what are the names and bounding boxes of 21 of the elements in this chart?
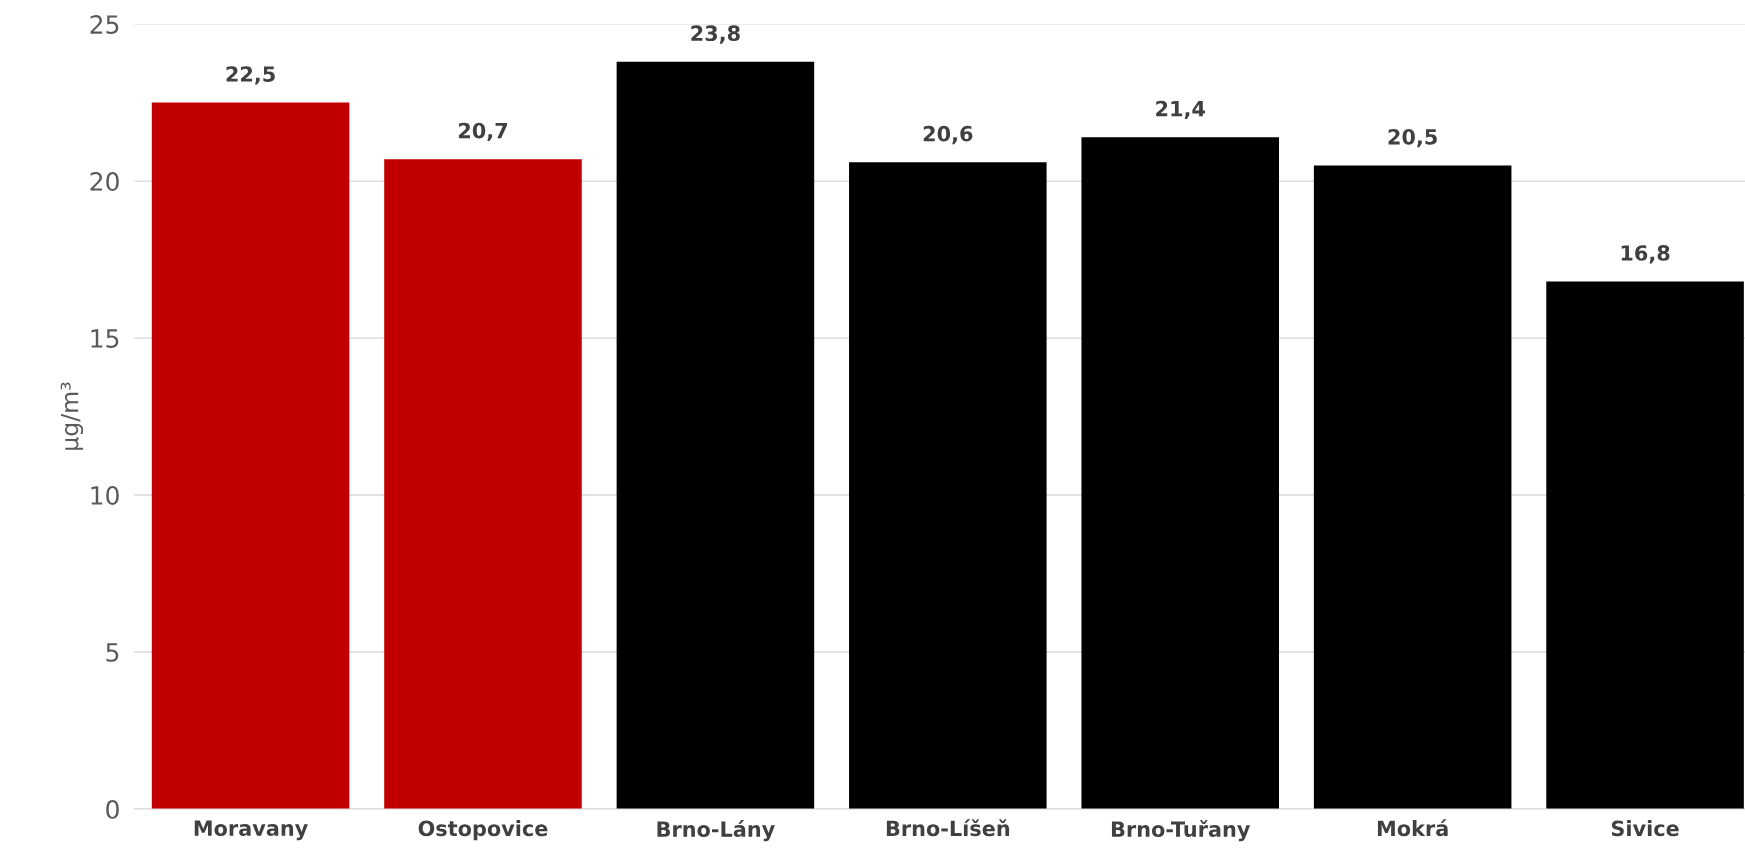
x-tick-label: Sivice bbox=[1611, 820, 1679, 837]
x-tick-label: Brno-Lány bbox=[657, 820, 775, 842]
data-label: 21,4 bbox=[1156, 100, 1205, 120]
x-tick-label: Brno-Tuřany bbox=[1111, 820, 1251, 842]
data-label: 23,8 bbox=[691, 25, 740, 44]
data-label: 20,5 bbox=[1388, 128, 1437, 148]
y-tick-label: 0 bbox=[106, 799, 119, 819]
x-tick-label: Brno-Líšeň bbox=[886, 819, 1010, 837]
y-tick-label: 5 bbox=[106, 643, 119, 662]
x-tick-label: Ostopovice bbox=[418, 820, 548, 841]
y-tick-label: 15 bbox=[91, 329, 119, 348]
data-label: 16,8 bbox=[1621, 245, 1670, 264]
x-tick-label: Mokrá bbox=[1377, 819, 1448, 837]
y-tick-label: 20 bbox=[90, 172, 119, 191]
data-label: 20,6 bbox=[923, 125, 973, 145]
x-tick-label: Moravany bbox=[194, 820, 308, 841]
y-tick-label: 10 bbox=[91, 485, 119, 505]
y-tick-label: 25 bbox=[90, 15, 119, 34]
data-label: 20,7 bbox=[458, 122, 508, 142]
y-axis-title: µg/m³ bbox=[60, 382, 84, 450]
data-label: 22,5 bbox=[226, 66, 275, 85]
